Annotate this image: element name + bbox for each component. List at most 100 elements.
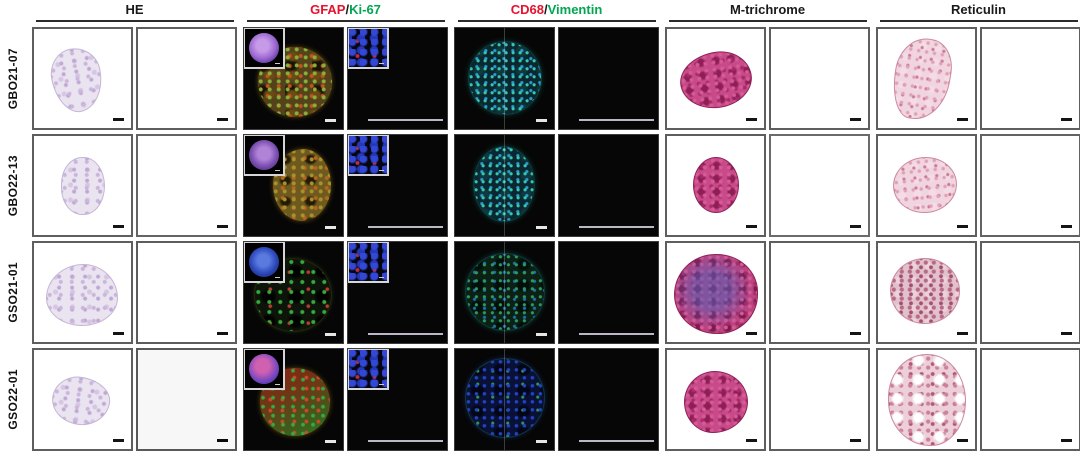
scale-bar bbox=[1061, 439, 1072, 442]
scale-bar bbox=[325, 333, 336, 336]
scale-bar bbox=[850, 118, 861, 121]
group-m-trichrome bbox=[665, 134, 870, 237]
organoid-section bbox=[257, 46, 333, 118]
scale-bar bbox=[850, 332, 861, 335]
group-gfap-ki67 bbox=[243, 348, 448, 451]
panel-gso22-01-gfap-ki67-high bbox=[347, 348, 448, 451]
dapi-inset bbox=[244, 135, 285, 176]
organoid-section bbox=[888, 354, 966, 446]
group-reticulin bbox=[876, 241, 1080, 344]
panel-gso21-01-he-high bbox=[136, 241, 237, 344]
column-label-part: Vimentin bbox=[547, 2, 603, 17]
dapi-inset bbox=[244, 28, 285, 69]
group-m-trichrome bbox=[665, 348, 870, 451]
organoid-section bbox=[48, 373, 114, 429]
panel-gbo22-13-he-low bbox=[32, 134, 133, 237]
scale-bar bbox=[746, 332, 757, 335]
scale-line bbox=[578, 333, 655, 335]
organoid-section bbox=[45, 43, 109, 117]
scale-bar bbox=[850, 225, 861, 228]
scale-line bbox=[578, 226, 655, 228]
column-label: M-trichrome bbox=[730, 2, 805, 17]
column-label-part: Ki-67 bbox=[349, 2, 381, 17]
group-cd68-vimentin bbox=[454, 241, 659, 344]
header-underline bbox=[668, 20, 867, 22]
column-header-reticulin: Reticulin bbox=[876, 2, 1080, 27]
scale-bar bbox=[113, 225, 124, 228]
dapi-inset bbox=[244, 242, 285, 283]
scale-bar bbox=[113, 332, 124, 335]
panel-gbo22-13-m-trichrome-high bbox=[769, 134, 870, 237]
figure-row-gso21-01: GSO21-01 bbox=[0, 241, 1080, 344]
group-m-trichrome bbox=[665, 27, 870, 130]
group-gfap-ki67 bbox=[243, 241, 448, 344]
group-he bbox=[32, 134, 237, 237]
panel-gso22-01-he-low bbox=[32, 348, 133, 451]
panel-gso22-01-reticulin-low bbox=[876, 348, 977, 451]
column-label-part: GFAP bbox=[310, 2, 346, 17]
organoid-section bbox=[46, 264, 118, 326]
column-header-gfap-ki67: GFAP/Ki-67 bbox=[243, 2, 448, 27]
group-cd68-vimentin bbox=[454, 348, 659, 451]
scale-line bbox=[367, 119, 444, 121]
panel-gbo21-07-reticulin-high bbox=[980, 27, 1080, 130]
panel-gbo22-13-cd68-vimentin-low bbox=[454, 134, 555, 237]
column-label-part: / bbox=[543, 2, 548, 17]
panel-gbo21-07-cd68-vimentin-low bbox=[454, 27, 555, 130]
column-header-row: HE GFAP/Ki-67 CD68/Vimentin M-trichrome … bbox=[0, 2, 1080, 27]
organoid-section bbox=[693, 157, 739, 213]
header-spacer bbox=[0, 2, 26, 27]
organoid-section bbox=[676, 47, 756, 113]
scale-bar bbox=[536, 226, 547, 229]
header-underline bbox=[35, 20, 234, 22]
panel-gso21-01-gfap-ki67-high bbox=[347, 241, 448, 344]
scale-bar bbox=[746, 225, 757, 228]
panel-gbo22-13-gfap-ki67-low bbox=[243, 134, 344, 237]
scale-bar bbox=[536, 333, 547, 336]
row-label-text: GBO22-13 bbox=[6, 154, 20, 217]
group-cd68-vimentin bbox=[454, 134, 659, 237]
group-gfap-ki67 bbox=[243, 27, 448, 130]
scale-line bbox=[578, 440, 655, 442]
group-m-trichrome bbox=[665, 241, 870, 344]
panel-gbo21-07-cd68-vimentin-high bbox=[558, 27, 659, 130]
scale-bar bbox=[325, 226, 336, 229]
column-label-part: M-trichrome bbox=[729, 2, 806, 17]
dapi-inset bbox=[348, 349, 389, 390]
panel-gbo21-07-he-high bbox=[136, 27, 237, 130]
panel-gso21-01-m-trichrome-low bbox=[665, 241, 766, 344]
scale-bar bbox=[113, 118, 124, 121]
scale-bar bbox=[536, 440, 547, 443]
panel-gso21-01-he-low bbox=[32, 241, 133, 344]
column-header-cd68-vimentin: CD68/Vimentin bbox=[454, 2, 659, 27]
scale-bar bbox=[1061, 118, 1072, 121]
scale-bar bbox=[957, 118, 968, 121]
column-label-part: Reticulin bbox=[951, 2, 1006, 17]
column-label: CD68/Vimentin bbox=[511, 2, 603, 17]
scale-bar bbox=[746, 439, 757, 442]
panel-gso21-01-reticulin-high bbox=[980, 241, 1080, 344]
organoid-section bbox=[887, 33, 957, 125]
panel-gbo21-07-reticulin-low bbox=[876, 27, 977, 130]
scale-bar bbox=[217, 332, 228, 335]
column-label: GFAP/Ki-67 bbox=[310, 2, 381, 17]
group-he bbox=[32, 27, 237, 130]
panel-gbo22-13-gfap-ki67-high bbox=[347, 134, 448, 237]
scale-bar bbox=[325, 119, 336, 122]
organoid-section bbox=[465, 253, 545, 331]
organoid-section bbox=[674, 254, 758, 334]
column-header-he: HE bbox=[32, 2, 237, 27]
dapi-inset bbox=[348, 242, 389, 283]
scale-bar bbox=[217, 225, 228, 228]
row-label-text: GSO21-01 bbox=[6, 262, 20, 323]
scale-line bbox=[578, 119, 655, 121]
panel-gbo22-13-cd68-vimentin-high bbox=[558, 134, 659, 237]
panel-gso22-01-cd68-vimentin-high bbox=[558, 348, 659, 451]
scale-bar bbox=[957, 332, 968, 335]
panel-gbo21-07-m-trichrome-high bbox=[769, 27, 870, 130]
panel-gso21-01-m-trichrome-high bbox=[769, 241, 870, 344]
organoid-section bbox=[61, 157, 105, 215]
figure-row-gbo21-07: GBO21-07 bbox=[0, 27, 1080, 130]
row-label-gso22-01: GSO22-01 bbox=[0, 348, 26, 451]
